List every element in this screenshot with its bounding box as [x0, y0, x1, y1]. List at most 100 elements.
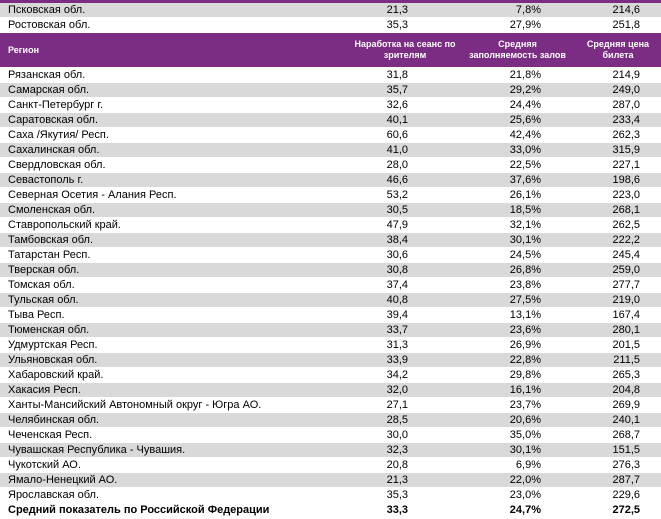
- cell: Тульская обл.: [8, 294, 79, 306]
- cell: Рязанская обл.: [8, 69, 86, 81]
- cell: 27,5%: [509, 294, 541, 306]
- table-row: Тверская обл. 30,8 26,8% 259,0: [0, 263, 661, 278]
- table-row: Севастополь г. 46,6 37,6% 198,6: [0, 173, 661, 188]
- cell: 6,9%: [515, 459, 541, 471]
- cell: 16,1%: [509, 384, 541, 396]
- total-row: Средний показатель по Российской Федерац…: [0, 503, 661, 518]
- cell: 32,3: [386, 444, 408, 456]
- cell: 30,0: [386, 429, 408, 441]
- cell: Тюменская обл.: [8, 324, 90, 336]
- cell: Средняя заполняемость залов: [469, 39, 566, 60]
- cell: Тверская обл.: [8, 264, 80, 276]
- cell: 37,4: [386, 279, 408, 291]
- cell: 30,8: [386, 264, 408, 276]
- cell: 30,1%: [509, 234, 541, 246]
- table-row: Ярославская обл. 35,3 23,0% 229,6: [0, 488, 661, 503]
- cell: 229,6: [612, 489, 640, 501]
- cell: Псковская обл.: [8, 4, 86, 16]
- table-row: Рязанская обл. 31,8 21,8% 214,9: [0, 68, 661, 83]
- table-row: Чувашская Республика - Чувашия. 32,3 30,1%…: [0, 443, 661, 458]
- cell: Ставропольский край.: [8, 219, 121, 231]
- cell: Санкт-Петербург г.: [8, 99, 104, 111]
- cell: 22,0%: [509, 474, 541, 486]
- cell: 29,2%: [509, 84, 541, 96]
- cell: 262,3: [612, 129, 640, 141]
- cell: 7,8%: [515, 4, 541, 16]
- cell: 31,3: [386, 339, 408, 351]
- cell: 20,8: [386, 459, 408, 471]
- table-row: Томская обл. 37,4 23,8% 277,7: [0, 278, 661, 293]
- cell: Средний показатель по Российской Федерац…: [8, 504, 270, 516]
- cell: 233,4: [612, 114, 640, 126]
- cell: Смоленская обл.: [8, 204, 96, 216]
- table-row: Свердловская обл. 28,0 22,5% 227,1: [0, 158, 661, 173]
- cell: Чувашская Республика - Чувашия.: [8, 444, 186, 456]
- cell: 219,0: [612, 294, 640, 306]
- cell: 24,7%: [509, 504, 541, 516]
- cell: 26,1%: [509, 189, 541, 201]
- cell: 18,5%: [509, 204, 541, 216]
- cell: 198,6: [612, 174, 640, 186]
- table-row: Самарская обл. 35,7 29,2% 249,0: [0, 83, 661, 98]
- cell: 268,1: [612, 204, 640, 216]
- cell: 40,8: [386, 294, 408, 306]
- cell: Средняя цена билета: [586, 39, 650, 60]
- cell: 167,4: [612, 309, 640, 321]
- table-row: Ханты-Мансийский Автономный округ - Югра…: [0, 398, 661, 413]
- cell: 251,8: [612, 19, 640, 31]
- cell: Ханты-Мансийский Автономный округ - Югра…: [8, 399, 262, 411]
- cell: 31,8: [386, 69, 408, 81]
- table-row: Чеченская Респ. 30,0 35,0% 268,7: [0, 428, 661, 443]
- cell: 42,4%: [509, 129, 541, 141]
- cell: 21,3: [386, 4, 408, 16]
- cell: 245,4: [612, 249, 640, 261]
- cell: Тыва Респ.: [8, 309, 65, 321]
- table-row: Ставропольский край. 47,9 32,1% 262,5: [0, 218, 661, 233]
- cell: Наработка на сеанс по зрителям: [354, 39, 456, 60]
- cell: 30,6: [386, 249, 408, 261]
- table-row: Ростовская обл. 35,3 27,9% 251,8: [0, 18, 661, 33]
- cell: 32,1%: [509, 219, 541, 231]
- table-row: Удмуртская Респ. 31,3 26,9% 201,5: [0, 338, 661, 353]
- cell: 276,3: [612, 459, 640, 471]
- cell: Севастополь г.: [8, 174, 84, 186]
- cell: 46,6: [386, 174, 408, 186]
- cell: 32,0: [386, 384, 408, 396]
- cell: 37,6%: [509, 174, 541, 186]
- cell: 47,9: [386, 219, 408, 231]
- cell: 33,7: [386, 324, 408, 336]
- cell: 25,6%: [509, 114, 541, 126]
- cell: 24,5%: [509, 249, 541, 261]
- cell: 23,0%: [509, 489, 541, 501]
- cell: 27,9%: [509, 19, 541, 31]
- cell: Свердловская обл.: [8, 159, 106, 171]
- cell: 262,5: [612, 219, 640, 231]
- cell: Ярославская обл.: [8, 489, 100, 501]
- cell: 26,9%: [509, 339, 541, 351]
- cell: Чеченская Респ.: [8, 429, 93, 441]
- cell: 280,1: [612, 324, 640, 336]
- cell: 13,1%: [509, 309, 541, 321]
- table-row: Чукотский АО. 20,8 6,9% 276,3: [0, 458, 661, 473]
- cell: 33,3: [386, 504, 408, 516]
- cell: Саха /Якутия/ Респ.: [8, 129, 109, 141]
- cell: 34,2: [386, 369, 408, 381]
- cell: Ульяновская обл.: [8, 354, 98, 366]
- cell: 287,7: [612, 474, 640, 486]
- table-row: Ульяновская обл. 33,9 22,8% 211,5: [0, 353, 661, 368]
- cell: 265,3: [612, 369, 640, 381]
- cell: 33,0%: [509, 144, 541, 156]
- cell: Самарская обл.: [8, 84, 90, 96]
- table-row: Сахалинская обл. 41,0 33,0% 315,9: [0, 143, 661, 158]
- cell: 33,9: [386, 354, 408, 366]
- cell: 38,4: [386, 234, 408, 246]
- cell: 32,6: [386, 99, 408, 111]
- table-row: Тюменская обл. 33,7 23,6% 280,1: [0, 323, 661, 338]
- cell: 272,5: [612, 504, 640, 516]
- cell: Чукотский АО.: [8, 459, 81, 471]
- cell: 23,7%: [509, 399, 541, 411]
- table-row: Челябинская обл. 28,5 20,6% 240,1: [0, 413, 661, 428]
- table-row: Северная Осетия - Алания Респ. 53,2 26,1% 2…: [0, 188, 661, 203]
- cell: 287,0: [612, 99, 640, 111]
- cell: 259,0: [612, 264, 640, 276]
